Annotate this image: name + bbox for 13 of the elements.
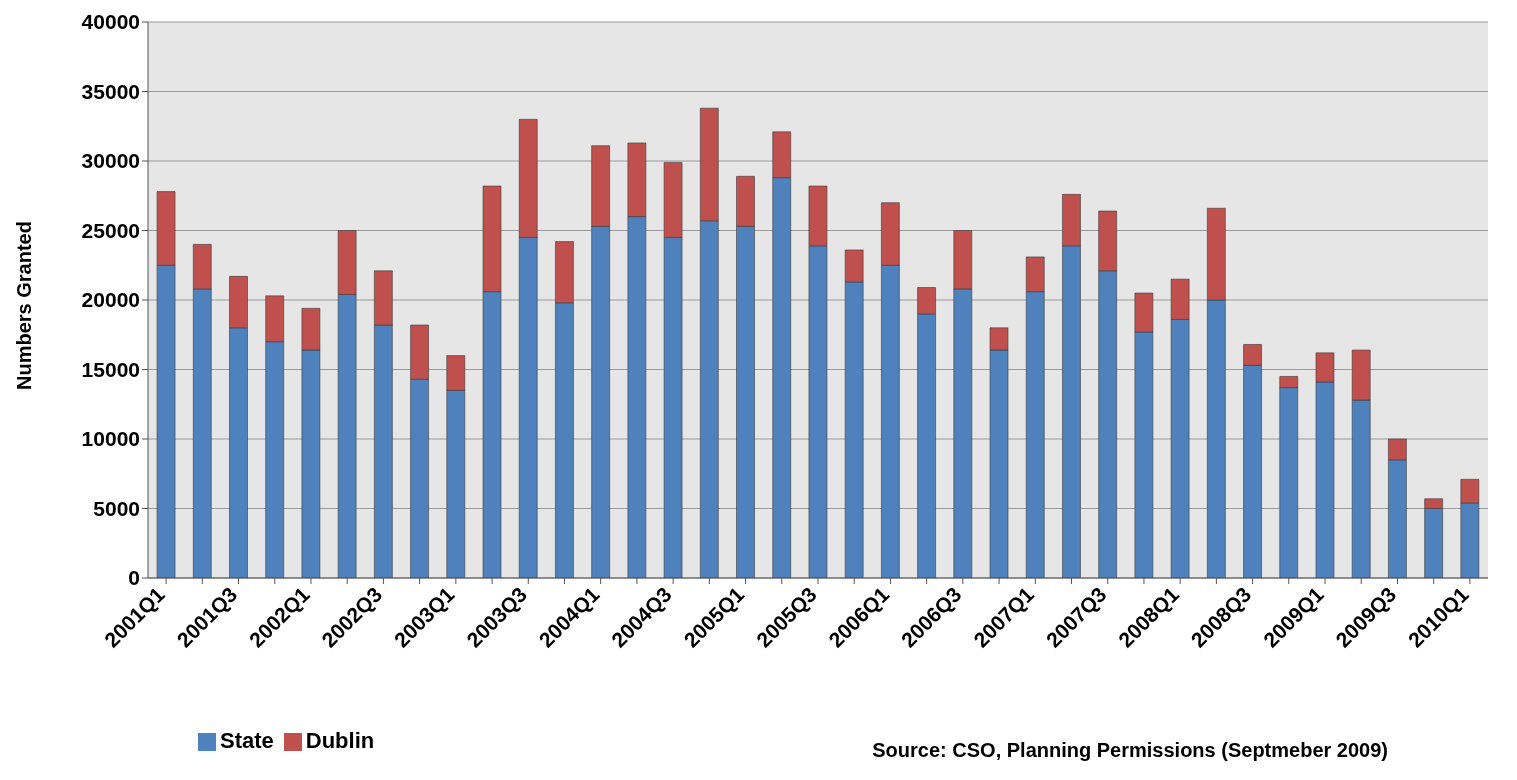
y-tick-label: 25000 [81,218,140,242]
y-tick-label: 10000 [81,427,140,451]
source-note: Source: CSO, Planning Permissions (Septmeber 2009) [872,739,1388,762]
y-tick-label: 30000 [81,149,140,173]
legend-label: Dublin [305,728,375,753]
y-tick-label: 35000 [81,79,140,103]
y-axis-title: Numbers Granted [13,221,36,390]
legend-label: State [220,728,274,753]
y-tick-label: 0 [128,566,140,590]
y-tick-label: 20000 [81,288,140,312]
y-tick-label: 40000 [81,10,140,34]
y-tick-label: 15000 [81,357,140,381]
y-tick-label: 5000 [93,496,140,520]
